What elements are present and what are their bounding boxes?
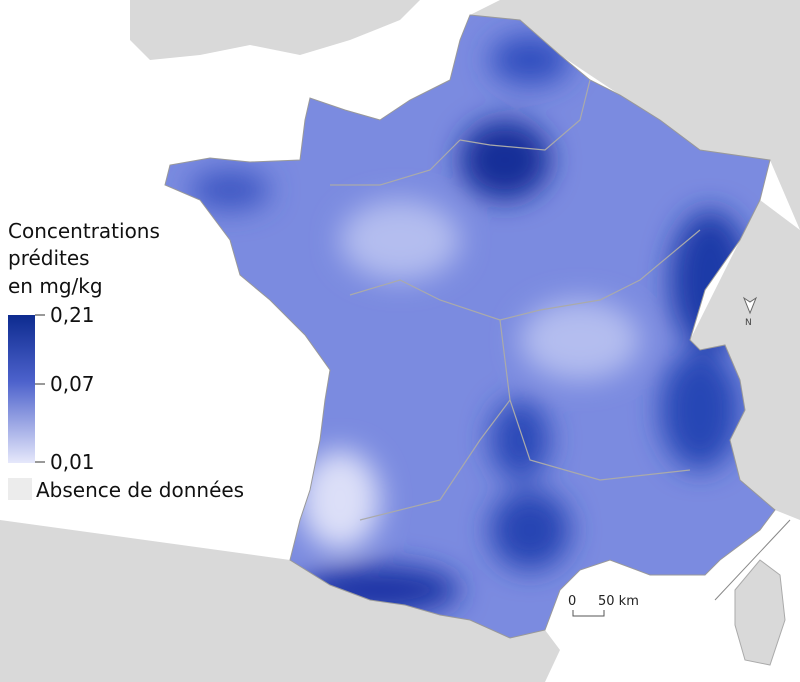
inset-separator xyxy=(714,519,791,601)
land-spain xyxy=(0,520,560,682)
corsica xyxy=(734,559,786,666)
scale-label: 0 xyxy=(568,594,576,609)
legend-title: en mg/kg xyxy=(8,274,103,298)
no-data-label: Absence de données xyxy=(36,478,244,502)
legend-tick-label: 0,21 xyxy=(50,303,95,327)
scale-label: 50 km xyxy=(598,594,639,609)
legend-gradient xyxy=(8,315,35,463)
north-arrow xyxy=(742,296,758,315)
region-borders xyxy=(330,79,701,521)
legend-title: Concentrations xyxy=(8,219,160,243)
land-uk xyxy=(130,0,420,60)
legend-ticks xyxy=(35,314,45,463)
legend-title: prédites xyxy=(8,246,90,270)
legend-tick-label: 0,01 xyxy=(50,450,95,474)
concentration-blobs xyxy=(190,35,750,615)
north-label: N xyxy=(745,318,752,328)
legend-tick-label: 0,07 xyxy=(50,372,95,396)
scale-bar xyxy=(572,610,605,617)
land-east xyxy=(690,200,800,520)
no-data-swatch xyxy=(8,478,32,500)
land-north-east xyxy=(470,0,800,230)
